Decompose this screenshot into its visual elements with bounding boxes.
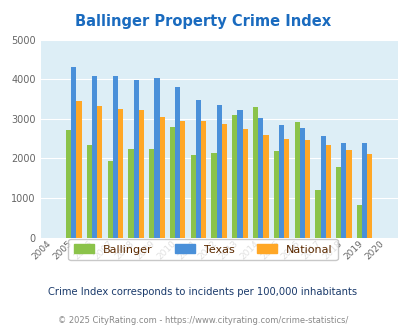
Bar (113, 76, 118, 238)
Bar (66, 130, 71, 238)
Bar (258, 117, 263, 238)
Bar (190, 155, 195, 238)
Bar (133, 80, 139, 238)
Bar (304, 140, 309, 238)
Bar (159, 117, 164, 238)
Bar (325, 145, 330, 238)
Bar (237, 110, 242, 238)
Bar (361, 143, 367, 238)
Bar (97, 106, 102, 238)
Bar (294, 122, 299, 238)
Bar (356, 205, 361, 238)
Bar (242, 129, 247, 238)
Text: Crime Index corresponds to incidents per 100,000 inhabitants: Crime Index corresponds to incidents per… (48, 287, 357, 297)
Bar (273, 151, 278, 238)
Bar (335, 167, 341, 238)
Bar (87, 145, 92, 238)
Bar (92, 77, 97, 238)
Bar (175, 87, 180, 238)
Bar (341, 143, 345, 238)
Bar (118, 109, 123, 238)
Bar (299, 127, 304, 238)
Bar (169, 127, 175, 238)
Bar (263, 135, 268, 238)
Bar (232, 115, 237, 238)
Bar (284, 139, 289, 238)
Text: © 2025 CityRating.com - https://www.cityrating.com/crime-statistics/: © 2025 CityRating.com - https://www.city… (58, 315, 347, 325)
Bar (367, 154, 371, 238)
Bar (345, 150, 351, 238)
Bar (221, 124, 226, 238)
Bar (216, 105, 221, 238)
Bar (139, 111, 144, 238)
Text: Ballinger Property Crime Index: Ballinger Property Crime Index (75, 14, 330, 29)
Bar (315, 190, 320, 238)
Bar (278, 125, 284, 238)
Bar (71, 67, 76, 238)
Bar (320, 136, 325, 238)
Bar (154, 79, 159, 238)
Bar (128, 149, 133, 238)
Bar (200, 121, 206, 238)
Bar (211, 153, 216, 238)
Bar (76, 101, 81, 238)
Bar (252, 107, 258, 238)
Legend: Ballinger, Texas, National: Ballinger, Texas, National (68, 239, 337, 260)
Bar (149, 149, 154, 238)
Bar (180, 121, 185, 238)
Bar (107, 161, 113, 238)
Bar (195, 100, 200, 238)
